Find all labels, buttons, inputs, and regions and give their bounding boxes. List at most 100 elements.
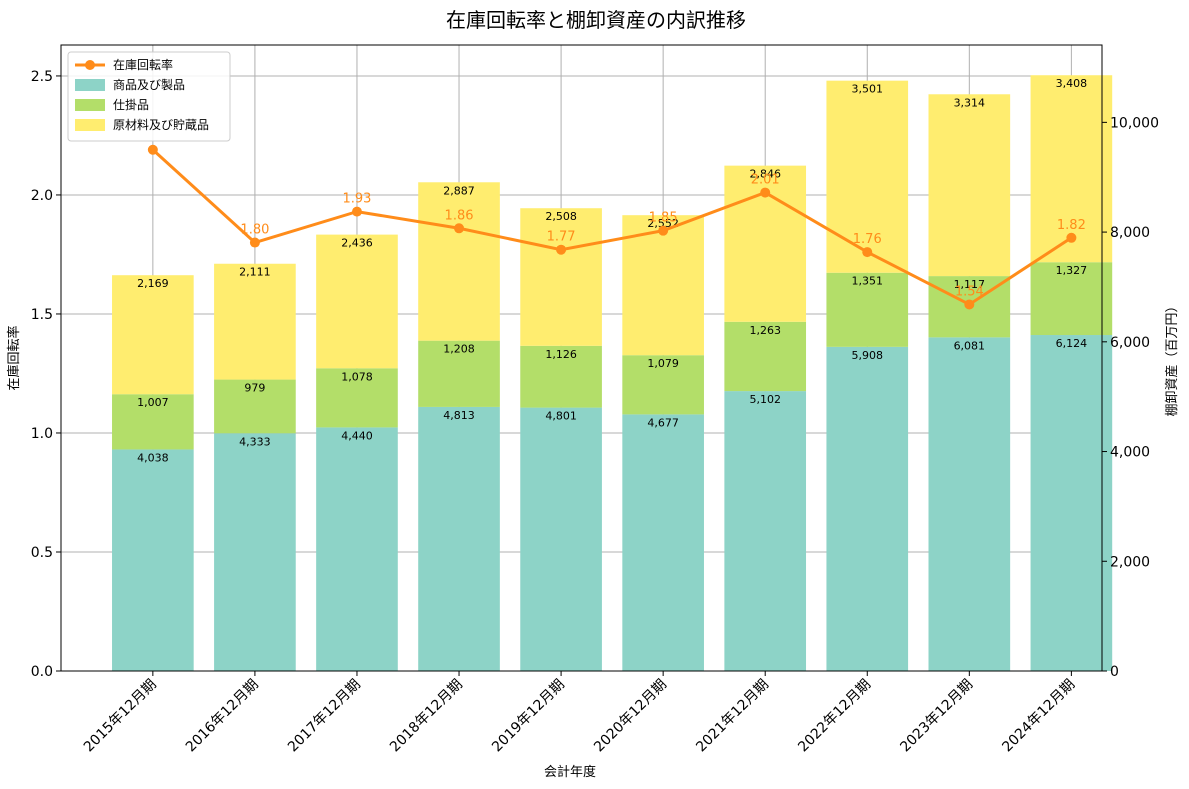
y-left-tick-label: 0.5 [31, 545, 53, 561]
rate-point [862, 247, 873, 258]
rate-point-label: 1.82 [1057, 218, 1086, 233]
bar-segment [520, 407, 602, 671]
rate-point [249, 237, 260, 248]
bar-segment-label: 4,801 [545, 410, 577, 423]
legend-swatch [75, 119, 105, 131]
rate-point [351, 206, 362, 217]
y-axis-right-label: 棚卸資産（百万円） [1164, 299, 1180, 416]
y-right-tick-label: 10,000 [1110, 115, 1159, 131]
bar-segment [112, 394, 194, 450]
rate-point-label: 1.76 [853, 232, 882, 247]
bar-segment [214, 433, 296, 671]
legend-entry: 在庫回転率 [113, 57, 173, 72]
y-right-tick-label: 0 [1110, 664, 1119, 680]
legend-box [67, 51, 231, 142]
bar-segment-label: 4,038 [137, 451, 169, 464]
y-right-tick-label: 6,000 [1110, 335, 1150, 351]
bar-segment [316, 427, 398, 671]
bar-segment-label: 1,126 [545, 348, 577, 361]
bar-segment [214, 379, 296, 434]
rate-point-label: 1.86 [445, 208, 474, 223]
x-tick-label: 2018年12月期 [387, 677, 466, 756]
x-tick-label: 2017年12月期 [285, 677, 364, 756]
bar-segment-label: 1,208 [443, 343, 475, 356]
y-left-tick-label: 2.0 [31, 188, 53, 204]
bar-segment-label: 1,327 [1056, 264, 1088, 277]
legend-entry: 仕掛品 [113, 97, 149, 112]
y-left-tick-label: 2.5 [31, 69, 53, 85]
bar-segment [622, 355, 704, 415]
bar-segment [1030, 335, 1113, 671]
rate-point [760, 187, 771, 198]
y-right-tick-label: 8,000 [1110, 225, 1150, 241]
y-right-tick-label: 4,000 [1110, 445, 1150, 461]
bar-segment [622, 215, 704, 356]
y-left-tick-label: 1.5 [31, 307, 53, 323]
y-axis-left-label: 在庫回転率 [6, 325, 22, 390]
bar-segment-label: 5,908 [852, 349, 884, 362]
x-tick-label: 2023年12月期 [897, 677, 976, 756]
bar-segment-label: 1,117 [954, 278, 986, 291]
rate-point-label: 2.01 [751, 173, 780, 188]
bar-segment [112, 449, 194, 671]
bar-segment [418, 340, 500, 407]
bar-segment-label: 1,351 [852, 275, 884, 288]
x-tick-label: 2022年12月期 [795, 677, 874, 756]
bar-segment-label: 6,081 [954, 339, 986, 352]
bar-segment-label: 2,887 [443, 184, 475, 197]
bar-segment [928, 94, 1011, 277]
bar-segment [622, 414, 704, 671]
bar-segment-label: 1,007 [137, 396, 169, 409]
bar-segment [826, 80, 909, 273]
rate-point [147, 144, 158, 155]
legend-entry: 商品及び製品 [113, 77, 185, 92]
bar-segment [826, 346, 909, 671]
x-tick-label: 2020年12月期 [591, 677, 670, 756]
bar-segment [214, 263, 296, 380]
bar-segment [1030, 262, 1113, 336]
bar-segment-label: 2,111 [239, 266, 271, 279]
segment-labels: 4,038 1,007 2,169 4,333 979 2,111 4,440 1,078 2,… [137, 77, 1087, 464]
bar-segment-label: 979 [244, 382, 265, 395]
bar-segment-label: 2,508 [545, 210, 577, 223]
legend-swatch [75, 99, 105, 111]
rate-line [151, 148, 1073, 307]
y-right-tick-label: 2,000 [1110, 554, 1150, 570]
bar-segment-label: 1,078 [341, 370, 373, 383]
bar-segment [418, 182, 500, 341]
legend-entry: 原材料及び貯蔵品 [113, 118, 209, 132]
rate-point-label: 1.85 [649, 211, 678, 226]
rate-point-label: 1.77 [547, 230, 576, 245]
rate-point [1066, 232, 1077, 243]
rate-point-label: 1.80 [240, 223, 269, 238]
bar-segment-label: 4,677 [647, 416, 679, 429]
bar-segment [724, 321, 807, 392]
bar-segment-label: 3,314 [954, 96, 986, 109]
x-tick-label: 2019年12月期 [489, 677, 568, 756]
chart-title: 在庫回転率と棚卸資産の内訳推移 [446, 8, 746, 32]
bar-segment-label: 1,079 [647, 357, 679, 370]
bar-segment-label: 2,436 [341, 237, 373, 250]
rate-point [454, 223, 465, 234]
bar-segment-label: 2,169 [137, 277, 169, 290]
bar-segment [418, 406, 500, 671]
bar-segment-label: 3,501 [852, 83, 884, 96]
x-tick-label: 2016年12月期 [183, 677, 262, 756]
bar-segment [112, 275, 194, 395]
x-tick-label: 2015年12月期 [81, 677, 160, 756]
bar-segment-label: 5,102 [749, 393, 781, 406]
bar-segment [724, 391, 807, 671]
bar-segment-label: 2,846 [749, 168, 781, 181]
bar-segment [520, 345, 602, 408]
x-tick-label: 2021年12月期 [693, 677, 772, 756]
rate-point-label: 1.93 [342, 192, 371, 207]
bar-segment-label: 4,440 [341, 429, 373, 442]
rate-point [556, 244, 567, 255]
bars [112, 75, 1113, 671]
bar-segment [928, 337, 1011, 671]
bar-segment [826, 272, 909, 347]
bar-segment [316, 234, 398, 369]
bar-segment-label: 4,333 [239, 435, 271, 448]
rate-point-label: 1.54 [955, 284, 984, 299]
